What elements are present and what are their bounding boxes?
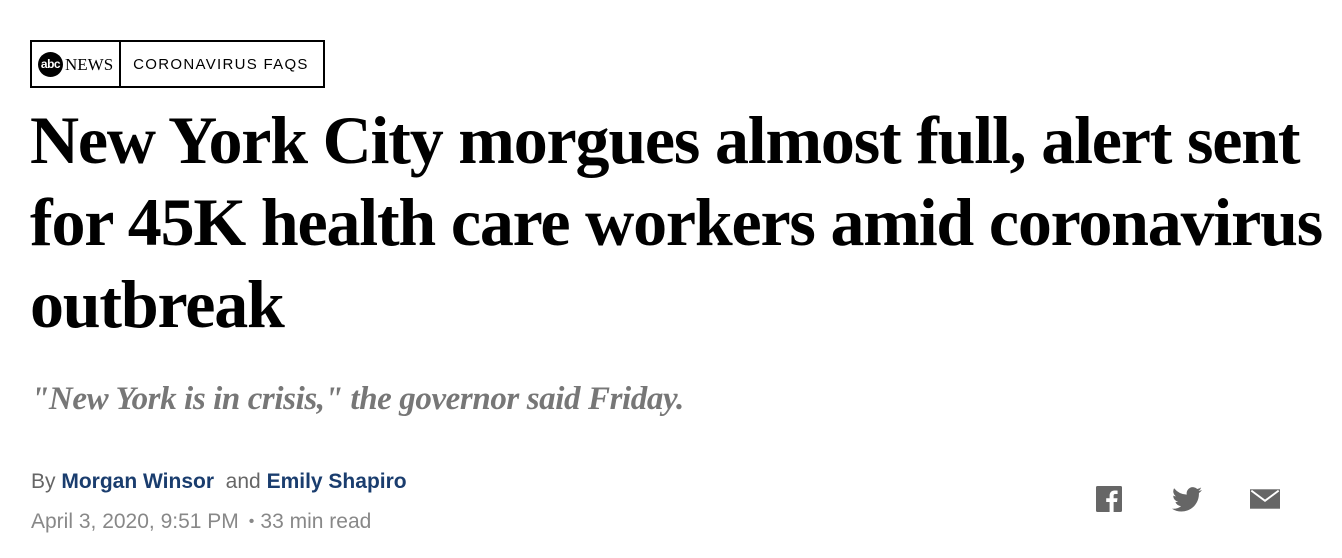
section-link-coronavirus-faqs[interactable]: CORONAVIRUS FAQS — [133, 55, 309, 73]
news-wordmark: NEWS — [65, 54, 114, 74]
brand-box: abc NEWS CORONAVIRUS FAQS — [30, 40, 325, 88]
article-subheadline: "New York is in crisis," the governor sa… — [31, 381, 684, 417]
email-share-button[interactable] — [1250, 484, 1280, 514]
email-icon — [1250, 489, 1280, 509]
meta-separator: • — [248, 513, 255, 530]
share-bar — [1094, 484, 1280, 514]
facebook-share-button[interactable] — [1094, 484, 1124, 514]
publish-date: April 3, 2020, 9:51 PM — [31, 510, 239, 533]
abc-logo-circle: abc — [38, 51, 63, 77]
author-link-morgan-winsor[interactable]: Morgan Winsor — [61, 470, 214, 493]
byline-prefix: By — [31, 470, 56, 493]
facebook-icon — [1096, 486, 1122, 512]
article-meta: April 3, 2020, 9:51 PM • 33 min read — [31, 510, 371, 536]
read-time: 33 min read — [260, 510, 372, 533]
byline: By Morgan Winsor and Emily Shapiro — [31, 470, 407, 494]
twitter-icon — [1172, 486, 1202, 511]
author-link-emily-shapiro[interactable]: Emily Shapiro — [266, 470, 407, 493]
article-headline: New York City morgues almost full, alert… — [30, 102, 1323, 342]
byline-conjunction: and — [225, 470, 261, 493]
twitter-share-button[interactable] — [1172, 484, 1202, 514]
abc-news-logo[interactable]: abc NEWS — [32, 42, 122, 86]
